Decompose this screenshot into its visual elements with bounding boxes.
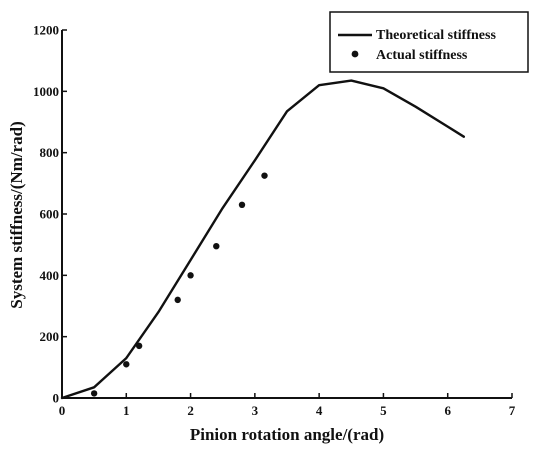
y-tick-label: 1000	[33, 84, 59, 99]
y-tick-label: 200	[40, 329, 60, 344]
data-point-actual	[238, 201, 246, 208]
data-point-actual	[135, 342, 143, 350]
data-point-actual	[90, 390, 98, 397]
legend-box	[329, 11, 529, 73]
x-axis-title: Pinion rotation angle/(rad)	[190, 425, 384, 444]
y-axis-title: System stiffness/(Nm/rad)	[7, 121, 26, 308]
data-point-actual	[261, 172, 268, 179]
x-tick-label: 7	[509, 403, 516, 418]
data-point-actual	[123, 361, 130, 368]
x-tick-label: 3	[252, 403, 259, 418]
axes	[61, 30, 512, 399]
legend: Theoretical stiffness Actual stiffness	[329, 11, 529, 73]
x-tick-label: 5	[380, 403, 387, 418]
data-point-actual	[187, 272, 194, 279]
data-point-actual	[213, 243, 220, 250]
x-tick-label: 6	[444, 403, 451, 418]
x-tick-label: 2	[187, 403, 194, 418]
y-tick-label: 0	[53, 391, 60, 406]
x-tick-label: 1	[123, 403, 130, 418]
series-area	[60, 79, 465, 400]
y-tick-label: 400	[40, 268, 60, 283]
legend-label-theoretical: Theoretical stiffness	[376, 28, 496, 43]
data-point-actual	[174, 296, 181, 304]
y-tick-label: 600	[40, 207, 60, 222]
legend-marker-swatch	[351, 50, 359, 58]
x-tick-label: 0	[59, 403, 66, 418]
ticks: 0 1 2 3 4 5 6 7 0 200 400 600 800 1000 1200	[33, 23, 516, 419]
y-tick-label: 800	[40, 145, 60, 160]
legend-label-actual: Actual stiffness	[376, 48, 468, 63]
series-line-theoretical	[60, 79, 465, 400]
y-tick-label: 1200	[33, 23, 59, 38]
x-tick-label: 4	[316, 403, 323, 418]
